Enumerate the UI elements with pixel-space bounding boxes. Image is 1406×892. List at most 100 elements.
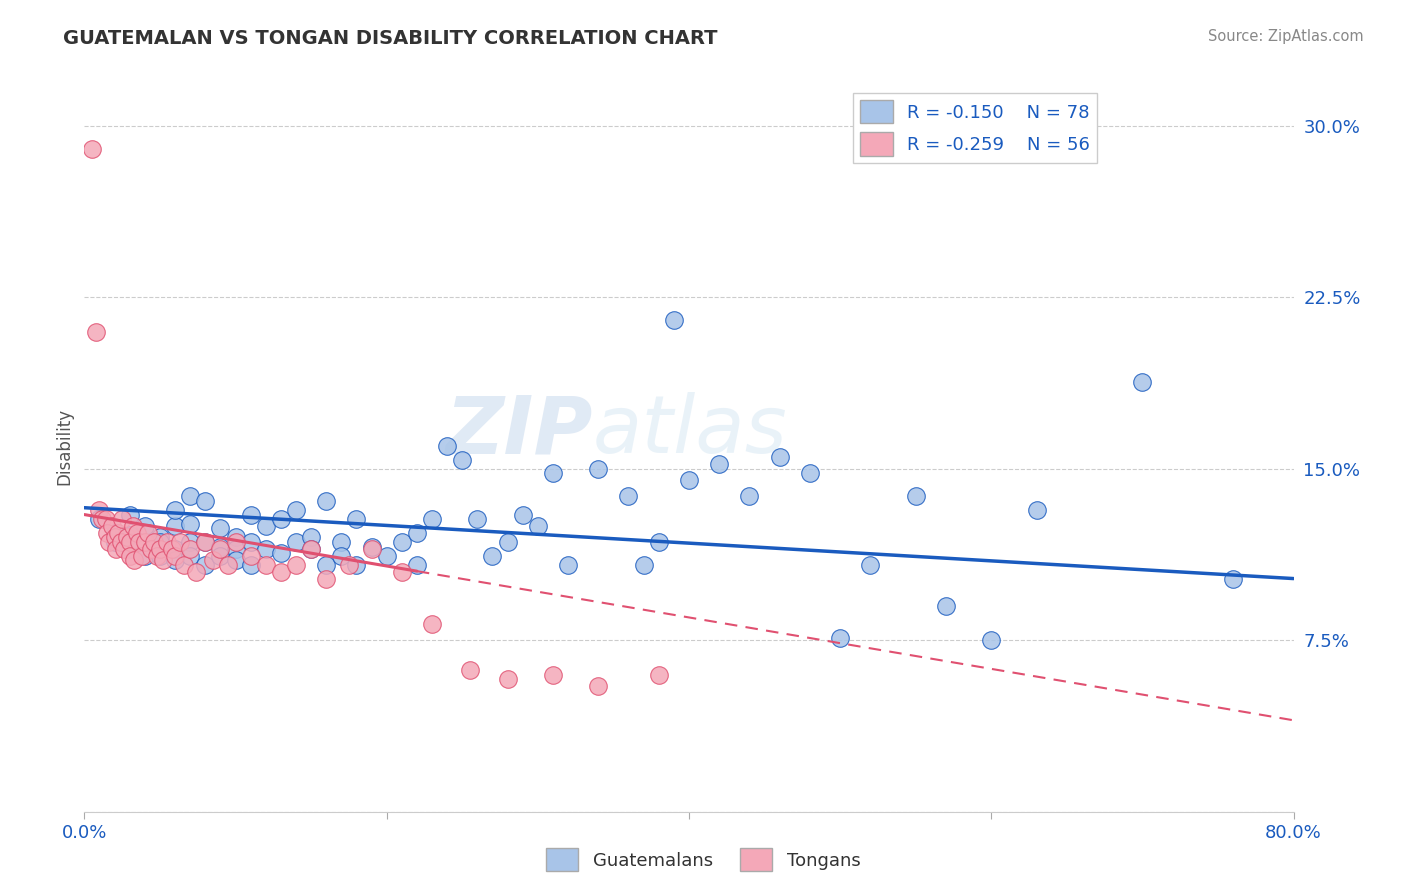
Point [458, 663, 481, 677]
Point [152, 553, 174, 567]
Text: Source: ZipAtlas.com: Source: ZipAtlas.com [1208, 29, 1364, 44]
Point [239, 558, 262, 572]
Point [217, 558, 239, 572]
Point [146, 549, 169, 563]
Point [134, 519, 156, 533]
Point [194, 535, 217, 549]
Point [285, 503, 308, 517]
Point [97, 535, 120, 549]
Y-axis label: Disability: Disability [55, 408, 73, 484]
Point [118, 528, 141, 542]
Point [194, 558, 217, 572]
Point [330, 549, 353, 563]
Point [769, 450, 792, 465]
Point [239, 508, 262, 522]
Point [136, 525, 159, 540]
Point [107, 525, 129, 540]
Point [104, 530, 127, 544]
Point [179, 541, 201, 556]
Point [209, 521, 232, 535]
Text: ZIP: ZIP [444, 392, 592, 470]
Point [451, 452, 474, 467]
Point [134, 549, 156, 563]
Point [859, 558, 882, 572]
Point [118, 541, 141, 556]
Point [527, 519, 550, 533]
Point [420, 512, 443, 526]
Point [160, 541, 183, 556]
Point [315, 494, 337, 508]
Point [406, 525, 429, 540]
Point [541, 467, 564, 481]
Point [299, 541, 322, 556]
Point [360, 540, 382, 554]
Point [588, 679, 610, 693]
Point [209, 541, 232, 556]
Point [134, 535, 156, 549]
Point [110, 535, 132, 549]
Text: GUATEMALAN VS TONGAN DISABILITY CORRELATION CHART: GUATEMALAN VS TONGAN DISABILITY CORRELAT… [63, 29, 718, 47]
Point [194, 535, 217, 549]
Point [179, 516, 201, 531]
Point [337, 558, 360, 572]
Point [127, 525, 149, 540]
Point [496, 672, 519, 686]
Point [1222, 572, 1244, 586]
Point [709, 458, 731, 472]
Point [315, 572, 337, 586]
Legend: R = -0.150    N = 78, R = -0.259    N = 56: R = -0.150 N = 78, R = -0.259 N = 56 [853, 93, 1097, 163]
Point [239, 535, 262, 549]
Point [96, 525, 118, 540]
Point [149, 549, 172, 563]
Point [270, 565, 292, 579]
Point [80, 142, 103, 156]
Point [186, 565, 208, 579]
Point [225, 530, 247, 544]
Point [254, 541, 277, 556]
Point [980, 633, 1002, 648]
Point [496, 535, 519, 549]
Point [375, 549, 398, 563]
Point [165, 503, 187, 517]
Point [588, 462, 610, 476]
Point [299, 541, 322, 556]
Point [557, 558, 579, 572]
Point [391, 565, 413, 579]
Point [1130, 375, 1153, 389]
Point [122, 553, 145, 567]
Point [118, 549, 141, 563]
Point [100, 519, 122, 533]
Point [89, 512, 111, 526]
Point [128, 535, 150, 549]
Point [149, 530, 172, 544]
Point [165, 549, 187, 563]
Point [678, 473, 700, 487]
Point [239, 549, 262, 563]
Point [105, 541, 128, 556]
Point [139, 541, 162, 556]
Point [169, 535, 191, 549]
Point [935, 599, 957, 613]
Point [209, 549, 232, 563]
Point [111, 512, 134, 526]
Point [149, 541, 172, 556]
Point [254, 558, 277, 572]
Point [285, 535, 308, 549]
Point [94, 512, 117, 526]
Legend: Guatemalans, Tongans: Guatemalans, Tongans [538, 841, 868, 879]
Point [315, 558, 337, 572]
Point [91, 512, 114, 526]
Point [179, 549, 201, 563]
Point [115, 530, 138, 544]
Point [391, 535, 413, 549]
Point [254, 519, 277, 533]
Point [904, 489, 927, 503]
Point [541, 667, 564, 681]
Point [201, 553, 224, 567]
Point [156, 535, 179, 549]
Point [173, 558, 195, 572]
Point [104, 535, 127, 549]
Point [738, 489, 761, 503]
Point [118, 508, 141, 522]
Point [112, 541, 135, 556]
